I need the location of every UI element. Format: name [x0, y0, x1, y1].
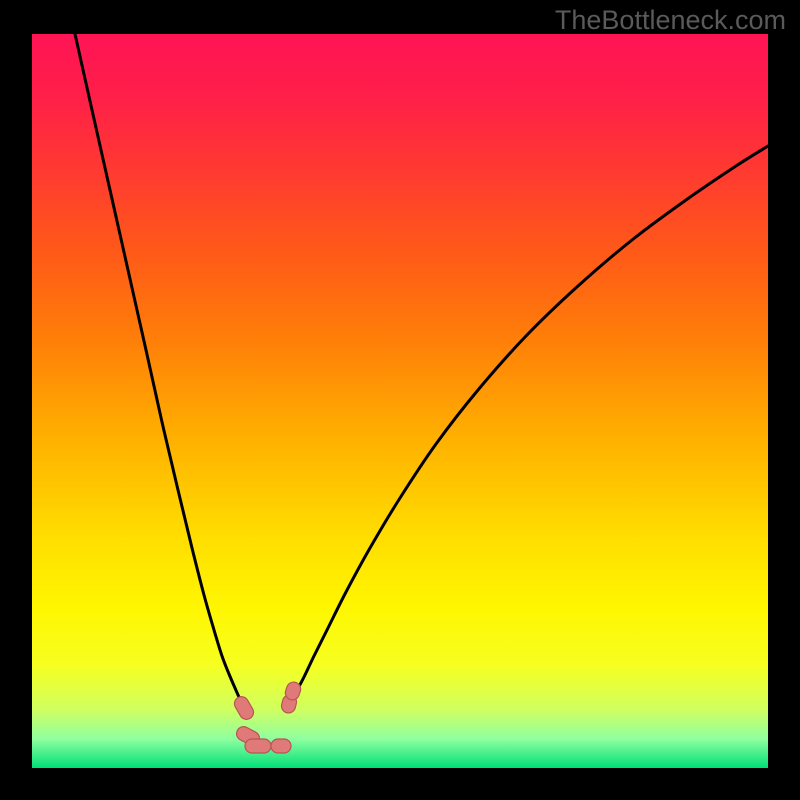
watermark-text: TheBottleneck.com — [555, 5, 786, 36]
chart-canvas: TheBottleneck.com — [0, 0, 800, 800]
plot-background — [32, 34, 768, 768]
